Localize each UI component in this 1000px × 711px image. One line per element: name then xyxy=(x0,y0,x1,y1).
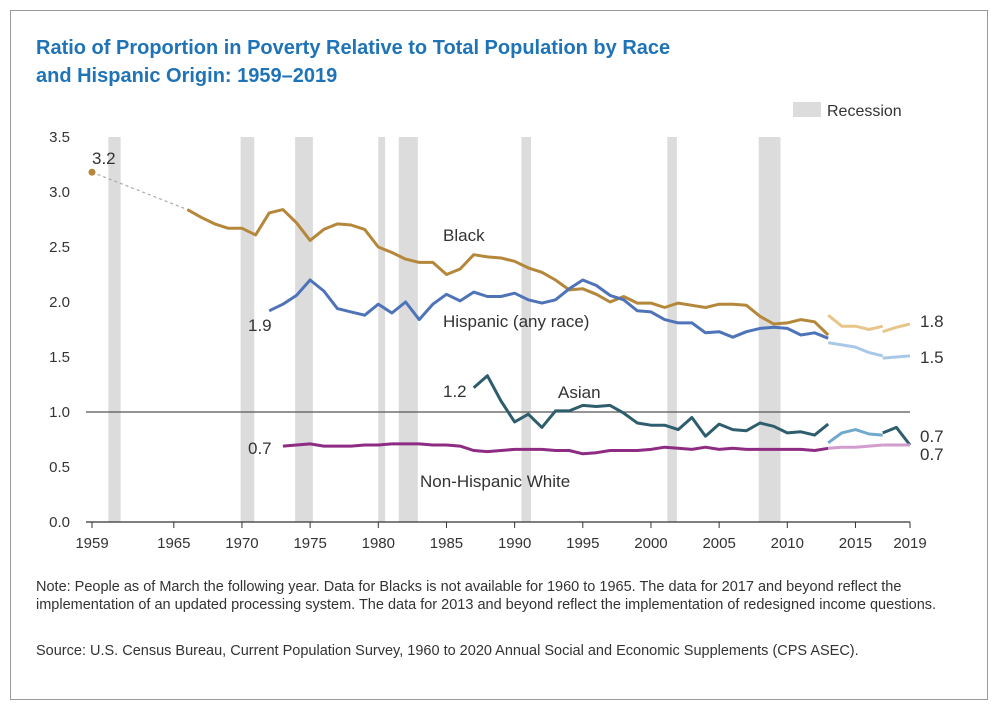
asian-series-line xyxy=(472,374,830,438)
non-hispanic-white-series-line-2013 xyxy=(828,443,883,450)
x-tick-label: 2000 xyxy=(634,535,667,552)
x-tick-label: 2015 xyxy=(839,535,872,552)
black-1959-point xyxy=(88,168,96,176)
asian-end-label: 0.7 xyxy=(920,427,944,446)
white-end-label: 0.7 xyxy=(920,445,944,464)
legend-recession-label: Recession xyxy=(827,103,902,120)
asian-series-label: Asian xyxy=(558,383,601,402)
y-tick-label: 2.5 xyxy=(49,239,70,256)
asian-start-label: 1.2 xyxy=(443,382,467,401)
x-tick-label: 2005 xyxy=(702,535,735,552)
non-hispanic-white-series-line xyxy=(282,442,829,456)
hispanic-series-line-2013 xyxy=(827,341,884,358)
hispanic-series-label: Hispanic (any race) xyxy=(443,312,589,331)
chart-title: Ratio of Proportion in Poverty Relative … xyxy=(36,34,936,90)
hispanic-series-line-2017 xyxy=(882,354,911,360)
x-tick-label: 1985 xyxy=(430,535,463,552)
hispanic-start-label: 1.9 xyxy=(248,316,272,335)
recession-bar xyxy=(108,137,121,522)
y-tick-label: 3.5 xyxy=(49,129,70,146)
note-text: Note: People as of March the following y… xyxy=(36,579,937,613)
black-end-label: 1.8 xyxy=(920,312,944,331)
x-tick-label: 2010 xyxy=(771,535,804,552)
source-text: Source: U.S. Census Bureau, Current Popu… xyxy=(36,643,859,659)
y-tick-label: 0.0 xyxy=(49,514,70,531)
asian-series-line-2017 xyxy=(882,425,912,446)
recession-bar xyxy=(378,137,386,522)
black-series-line xyxy=(186,208,830,337)
y-tick-label: 0.5 xyxy=(49,459,70,476)
hispanic-end-label: 1.5 xyxy=(920,348,944,367)
x-tick-label: 1970 xyxy=(225,535,258,552)
recession-bar xyxy=(295,137,313,522)
black-series-line-2013 xyxy=(827,314,884,331)
x-tick-label: 1980 xyxy=(362,535,395,552)
black-dashed-gap xyxy=(91,171,188,211)
x-tick-label: 1965 xyxy=(157,535,190,552)
chart-title-line2: and Hispanic Origin: 1959–2019 xyxy=(36,65,338,87)
y-tick-label: 2.0 xyxy=(49,294,70,311)
y-tick-label: 3.0 xyxy=(49,184,70,201)
white-series-label: Non-Hispanic White xyxy=(420,472,570,491)
x-tick-label: 1975 xyxy=(293,535,326,552)
chart-title-line1: Ratio of Proportion in Poverty Relative … xyxy=(36,37,671,59)
black-series-line-2017 xyxy=(882,322,911,334)
asian-series-line-2013 xyxy=(827,428,883,445)
y-tick-label: 1.5 xyxy=(49,349,70,366)
black-start-label: 3.2 xyxy=(92,149,116,168)
hispanic-series-line xyxy=(268,278,829,340)
x-tick-label: 1959 xyxy=(75,535,108,552)
x-tick-label: 1990 xyxy=(498,535,531,552)
white-start-label: 0.7 xyxy=(248,439,272,458)
x-tick-label: 1995 xyxy=(566,535,599,552)
x-tick-label: 2019 xyxy=(893,535,926,552)
legend-recession-swatch xyxy=(793,102,821,117)
recession-bar xyxy=(398,137,418,522)
chart-frame xyxy=(10,10,988,700)
y-tick-label: 1.0 xyxy=(49,404,70,421)
recession-bar xyxy=(521,137,531,522)
recession-bar xyxy=(667,137,677,522)
black-series-label: Black xyxy=(443,226,485,245)
